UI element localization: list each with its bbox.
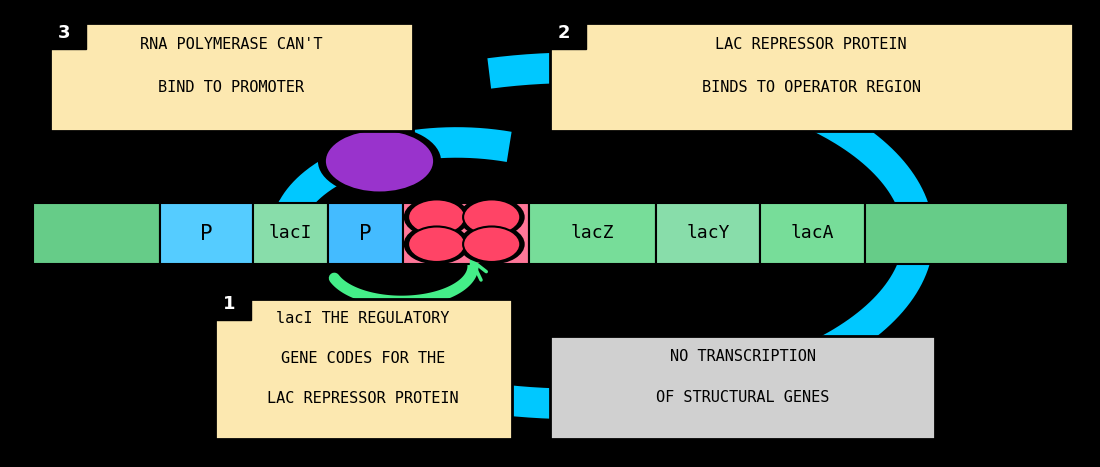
Bar	[542, 16, 586, 49]
Bar	[253, 203, 328, 264]
Text: 2: 2	[558, 24, 571, 42]
Bar	[760, 203, 865, 264]
Text: BIND TO PROMOTER: BIND TO PROMOTER	[158, 80, 304, 95]
Text: NO TRANSCRIPTION: NO TRANSCRIPTION	[670, 349, 815, 364]
Text: lacI: lacI	[268, 225, 312, 242]
Ellipse shape	[463, 199, 520, 235]
Bar	[33, 203, 160, 264]
Text: lacI THE REGULATORY: lacI THE REGULATORY	[276, 311, 450, 326]
Bar	[42, 16, 86, 49]
Bar	[656, 203, 760, 264]
Text: lacZ: lacZ	[571, 225, 614, 242]
Text: LAC REPRESSOR PROTEIN: LAC REPRESSOR PROTEIN	[267, 391, 459, 406]
Ellipse shape	[408, 199, 465, 235]
Text: GENE CODES FOR THE: GENE CODES FOR THE	[280, 352, 446, 367]
Text: lacY: lacY	[686, 225, 729, 242]
Ellipse shape	[318, 126, 441, 197]
Text: lacA: lacA	[791, 225, 834, 242]
Bar	[403, 203, 529, 264]
Text: 1: 1	[222, 295, 235, 312]
Bar	[550, 336, 935, 439]
Ellipse shape	[404, 224, 470, 264]
Bar	[214, 299, 512, 439]
Bar	[328, 203, 403, 264]
Bar	[865, 203, 1068, 264]
Bar	[207, 287, 251, 320]
Bar	[529, 203, 656, 264]
Ellipse shape	[459, 197, 525, 237]
Ellipse shape	[408, 226, 465, 262]
Bar	[550, 23, 1072, 131]
Text: P: P	[200, 224, 212, 243]
Text: BINDS TO OPERATOR REGION: BINDS TO OPERATOR REGION	[702, 80, 921, 95]
Ellipse shape	[459, 224, 525, 264]
Text: RNA POLYMERASE CAN'T: RNA POLYMERASE CAN'T	[140, 37, 322, 52]
Text: 3: 3	[57, 24, 70, 42]
Text: OF STRUCTURAL GENES: OF STRUCTURAL GENES	[656, 390, 829, 405]
Text: P: P	[359, 224, 372, 243]
Text: LAC REPRESSOR PROTEIN: LAC REPRESSOR PROTEIN	[715, 37, 907, 52]
Bar	[160, 203, 253, 264]
Ellipse shape	[404, 197, 470, 237]
Ellipse shape	[463, 226, 520, 262]
Bar	[50, 23, 412, 131]
Ellipse shape	[324, 129, 435, 193]
